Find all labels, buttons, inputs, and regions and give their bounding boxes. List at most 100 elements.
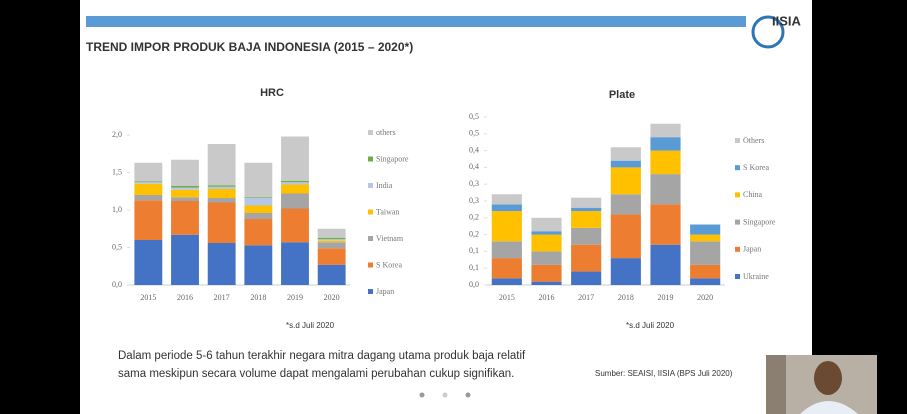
bar-segment [317,264,346,285]
bar-segment [244,197,273,198]
y-tick-label: 0,0 [112,280,122,289]
legend-label: Ukraine [743,272,769,281]
bar-segment [281,184,309,194]
chart-title: HRC [260,87,284,99]
bar-segment [171,186,199,188]
bar-segment [491,278,522,285]
bar-segment [571,244,602,272]
x-tick-label: 2019 [287,293,303,302]
bar-segment [244,213,273,219]
legend-swatch [368,183,373,188]
y-tick-label: 0,1 [469,246,479,255]
x-tick-label: 2020 [697,293,713,302]
bar-segment [207,189,236,198]
bar-segment [317,228,346,238]
page-dot[interactable] [465,392,471,398]
y-tick-label: 0,1 [469,263,479,272]
y-tick-label: 0,5 [112,242,122,251]
legend-label: Taiwan [376,207,399,216]
legend-swatch [735,219,740,225]
page-dot[interactable] [442,392,448,398]
y-tick-label: 0,3 [469,179,479,188]
x-tick-label: 2018 [250,293,266,302]
x-tick-label: 2016 [539,293,555,302]
bar-segment [281,193,309,209]
bar-segment [134,200,163,240]
y-tick-label: 0,5 [469,112,479,121]
bar-segment [171,197,199,201]
bar-segment [690,278,721,285]
legend-swatch [368,289,373,294]
legend-swatch [368,130,373,135]
bar-segment [571,197,602,208]
logo: IISIA [772,13,802,28]
bar-segment [317,237,346,240]
bar-segment [207,202,236,243]
y-tick-label: 1,0 [112,205,122,214]
slide [80,0,812,414]
bar-segment [650,244,681,285]
legend-swatch [368,236,373,241]
bar-segment [610,160,641,168]
y-tick-label: 0,4 [469,162,479,171]
bar-segment [571,271,602,285]
bar-segment [650,150,681,175]
bar-segment [134,181,163,183]
y-tick-label: 0,4 [469,145,479,154]
bar-segment [571,207,602,212]
x-tick-label: 2015 [140,293,156,302]
bar-segment [531,231,562,235]
bar-segment [134,183,163,195]
legend-swatch [368,209,373,215]
body-text: sama meskipun secara volume dapat mengal… [118,368,514,380]
bar-segment [134,182,163,184]
bar-segment [650,174,681,205]
bar-segment [650,123,681,138]
bar-segment [134,162,163,182]
bar-segment [171,189,199,198]
bar-segment [281,182,309,185]
bar-segment [610,167,641,195]
x-tick-label: 2020 [324,293,340,302]
source: Sumber: SEAISI, IISIA (BPS Juli 2020) [595,369,733,378]
bar-segment [531,234,562,252]
bar-segment [610,258,641,285]
bar-segment [171,159,199,186]
bar-segment [171,201,199,235]
legend-swatch [735,246,740,252]
y-tick-label: 2,0 [112,130,122,139]
y-tick-label: 0,2 [469,229,479,238]
bar-segment [491,204,522,212]
bar-segment [610,147,641,161]
legend-swatch [368,262,373,268]
bar-segment [317,248,346,265]
footnote: *s.d Juli 2020 [626,321,675,330]
chart-title: Plate [609,89,635,101]
bar-segment [134,195,163,201]
legend-label: China [743,190,763,199]
bar-segment [690,264,721,279]
x-tick-label: 2017 [214,293,230,302]
legend-swatch [735,138,740,143]
bar-segment [171,187,199,190]
page-dot[interactable] [419,392,425,398]
bar-segment [531,217,562,232]
bar-segment [244,219,273,246]
x-tick-label: 2019 [658,293,674,302]
bar-segment [171,234,199,285]
bar-segment [690,234,721,242]
bar-segment [650,137,681,151]
legend-label: others [376,128,396,137]
y-tick-label: 1,5 [112,167,122,176]
y-tick-label: 0,0 [469,280,479,289]
bar-segment [531,251,562,265]
legend-swatch [368,156,373,162]
bar-segment [491,211,522,242]
legend-label: Singapore [743,217,776,226]
header-bar [86,16,746,27]
bar-segment [610,194,641,215]
y-tick-label: 0,2 [469,213,479,222]
bar-segment [690,241,721,265]
bar-segment [491,241,522,259]
